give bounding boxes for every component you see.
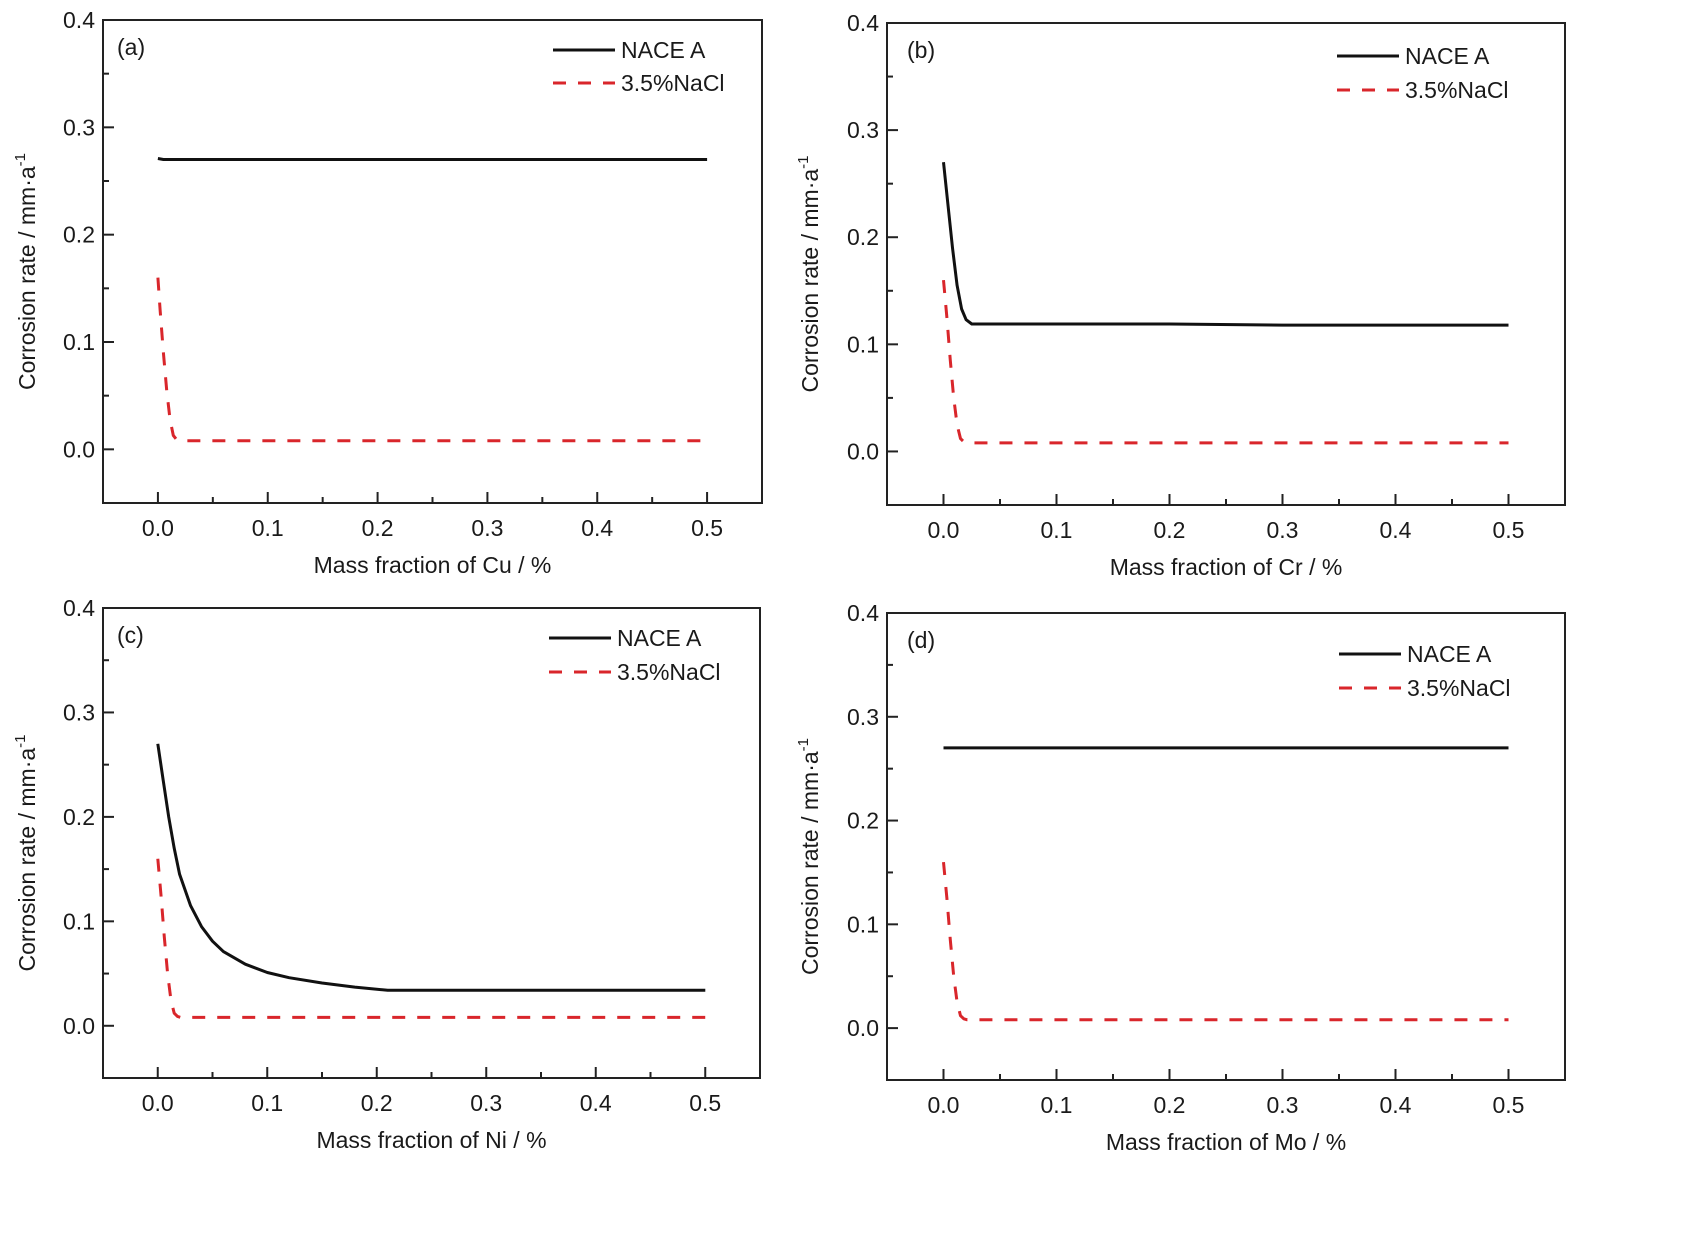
y-tick-label: 0.3 — [847, 704, 879, 730]
x-tick-label: 0.0 — [928, 517, 960, 543]
y-tick-label: 0.2 — [847, 224, 879, 250]
x-tick-label: 0.2 — [361, 1090, 393, 1116]
panel-a: 0.0 0.1 0.2 0.3 0.4 0.0 0.1 0.2 0.3 0.4 0.5 Mass fr… — [12, 7, 763, 578]
y-axis-title-text: Corrosion rate / mm·a — [14, 166, 40, 390]
y-axis-title-superscript: -1 — [795, 738, 812, 751]
y-tick-label: 0.0 — [63, 1013, 95, 1039]
x-tick-label: 0.4 — [1380, 1092, 1412, 1118]
y-axis-title-superscript: -1 — [12, 153, 29, 166]
y-tick-label: 0.4 — [63, 595, 95, 621]
series-line-nacl — [156, 277, 708, 443]
series-line-nace-a — [156, 743, 706, 992]
x-tick-label: 0.0 — [928, 1092, 960, 1118]
panel-label: (a) — [117, 34, 145, 60]
y-axis-title: Corrosion rate / mm·a-1 — [795, 738, 823, 975]
panel-label: (c) — [117, 622, 144, 648]
x-tick-label: 0.5 — [1493, 1092, 1525, 1118]
x-tick-label: 0.1 — [251, 1090, 283, 1116]
x-tick-label: 0.4 — [581, 515, 613, 541]
x-tick-label: 0.3 — [470, 1090, 502, 1116]
x-axis-title: Mass fraction of Cu / % — [314, 552, 552, 578]
series-line-nacl — [156, 858, 706, 1019]
y-axis-title-text: Corrosion rate / mm·a — [797, 169, 823, 393]
y-axis-title: Corrosion rate / mm·a-1 — [12, 734, 40, 971]
x-tick-label: 0.1 — [1041, 517, 1073, 543]
panel-label: (d) — [907, 627, 935, 653]
legend-label: 3.5%NaCl — [621, 70, 725, 96]
y-tick-label: 0.1 — [847, 331, 879, 357]
x-tick-label: 0.3 — [1267, 517, 1299, 543]
y-axis-title-superscript: -1 — [795, 155, 812, 168]
y-tick-label: 0.0 — [847, 438, 879, 464]
x-tick-label: 0.5 — [1493, 517, 1525, 543]
legend-label: 3.5%NaCl — [1405, 77, 1509, 103]
y-tick-label: 0.2 — [63, 804, 95, 830]
panel-b: 0.0 0.1 0.2 0.3 0.4 0.0 0.1 0.2 0.3 0.4 0.5 Mass fr… — [795, 10, 1566, 580]
y-tick-label: 0.1 — [63, 329, 95, 355]
x-tick-label: 0.5 — [691, 515, 723, 541]
y-axis-title: Corrosion rate / mm·a-1 — [795, 155, 823, 392]
y-tick-label: 0.2 — [63, 222, 95, 248]
x-axis-title: Mass fraction of Mo / % — [1106, 1129, 1346, 1155]
series-line-nacl — [942, 279, 1509, 445]
y-axis-title-superscript: -1 — [12, 734, 29, 747]
x-axis-title: Mass fraction of Cr / % — [1110, 554, 1343, 580]
y-tick-label: 0.0 — [847, 1015, 879, 1041]
y-tick-label: 0.3 — [63, 114, 95, 140]
legend-label: NACE A — [1407, 641, 1492, 667]
series-line-nace-a — [157, 157, 708, 161]
x-tick-label: 0.0 — [142, 1090, 174, 1116]
x-axis-title: Mass fraction of Ni / % — [316, 1127, 546, 1153]
y-axis-title-text: Corrosion rate / mm·a — [14, 748, 40, 972]
x-tick-label: 0.2 — [1154, 517, 1186, 543]
panel-d: 0.0 0.1 0.2 0.3 0.4 0.0 0.1 0.2 0.3 0.4 0.5 Mass fr… — [795, 600, 1566, 1155]
panel-c: 0.0 0.1 0.2 0.3 0.4 0.0 0.1 0.2 0.3 0.4 0.5 Mass fr… — [12, 595, 761, 1153]
y-tick-label: 0.1 — [63, 908, 95, 934]
x-tick-label: 0.2 — [1154, 1092, 1186, 1118]
y-tick-label: 0.4 — [847, 600, 879, 626]
y-axis-title: Corrosion rate / mm·a-1 — [12, 153, 40, 390]
panel-label: (b) — [907, 37, 935, 63]
x-tick-label: 0.3 — [471, 515, 503, 541]
x-tick-label: 0.4 — [580, 1090, 612, 1116]
legend-label: NACE A — [617, 625, 702, 651]
series-line-nacl — [942, 861, 1509, 1022]
x-tick-label: 0.2 — [362, 515, 394, 541]
y-axis-title-text: Corrosion rate / mm·a — [797, 751, 823, 975]
y-tick-label: 0.2 — [847, 808, 879, 834]
x-tick-label: 0.1 — [1041, 1092, 1073, 1118]
legend-label: 3.5%NaCl — [617, 659, 721, 685]
series-line-nace-a — [942, 162, 1509, 327]
legend-label: NACE A — [621, 37, 706, 63]
y-tick-label: 0.4 — [847, 10, 879, 36]
x-tick-label: 0.5 — [689, 1090, 721, 1116]
x-tick-label: 0.0 — [142, 515, 174, 541]
y-tick-label: 0.3 — [847, 117, 879, 143]
x-tick-label: 0.4 — [1380, 517, 1412, 543]
y-tick-label: 0.1 — [847, 911, 879, 937]
y-tick-label: 0.4 — [63, 7, 95, 33]
y-tick-label: 0.0 — [63, 436, 95, 462]
y-tick-label: 0.3 — [63, 699, 95, 725]
x-tick-label: 0.3 — [1267, 1092, 1299, 1118]
x-tick-label: 0.1 — [252, 515, 284, 541]
legend-label: NACE A — [1405, 43, 1490, 69]
legend-label: 3.5%NaCl — [1407, 675, 1511, 701]
